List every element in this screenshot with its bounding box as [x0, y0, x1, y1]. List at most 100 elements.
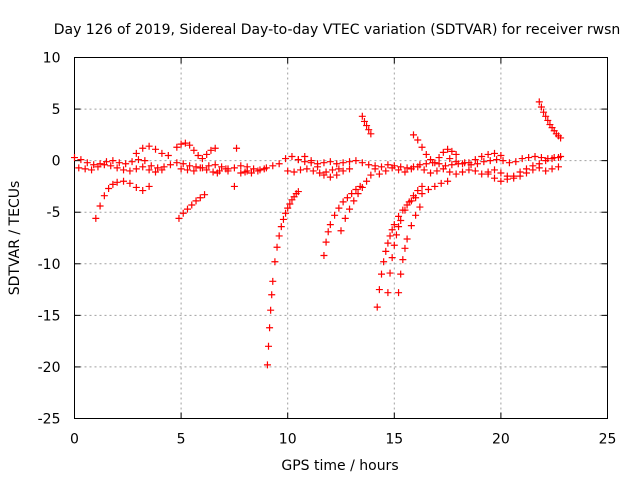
- data-point: [326, 158, 334, 166]
- data-point: [322, 238, 330, 246]
- data-point: [90, 161, 98, 169]
- data-point: [510, 172, 518, 180]
- data-point: [557, 134, 565, 142]
- series-baseline-a: [71, 153, 565, 174]
- data-point: [288, 153, 296, 161]
- data-point: [512, 158, 520, 166]
- data-point: [275, 232, 283, 240]
- data-point: [388, 164, 396, 172]
- data-point: [386, 232, 394, 240]
- data-point: [395, 212, 403, 220]
- data-point: [337, 227, 345, 235]
- data-point: [166, 161, 174, 169]
- data-point: [331, 211, 339, 219]
- y-tick-label: -25: [38, 412, 61, 428]
- data-point: [424, 186, 432, 194]
- data-point: [540, 108, 548, 116]
- data-point: [145, 182, 153, 190]
- data-point: [529, 162, 537, 170]
- data-point: [183, 205, 191, 213]
- data-point: [525, 154, 533, 162]
- data-point: [439, 165, 447, 173]
- data-point: [173, 143, 181, 151]
- data-point: [211, 144, 219, 152]
- data-point: [100, 192, 108, 200]
- data-point: [100, 161, 108, 169]
- data-point: [132, 149, 140, 157]
- data-point: [352, 186, 360, 194]
- x-axis-label: GPS time / hours: [281, 458, 398, 474]
- data-point: [352, 157, 360, 165]
- y-tick-label: -20: [38, 360, 61, 376]
- data-point: [126, 167, 134, 175]
- data-point: [164, 151, 172, 159]
- data-point: [548, 155, 556, 163]
- data-point: [465, 159, 473, 167]
- y-tick-label: -5: [47, 205, 61, 221]
- data-point: [367, 171, 375, 179]
- data-point: [378, 270, 386, 278]
- data-point: [403, 235, 411, 243]
- series-hump-16h: [409, 131, 460, 167]
- data-point: [282, 209, 290, 217]
- data-point: [339, 198, 347, 206]
- data-point: [175, 214, 183, 222]
- series-sparse-7h: [213, 144, 251, 190]
- data-point: [535, 98, 543, 106]
- data-point: [497, 169, 505, 177]
- data-point: [427, 169, 435, 177]
- data-point: [188, 201, 196, 209]
- data-point: [537, 103, 545, 111]
- data-point: [435, 160, 443, 168]
- data-point: [412, 211, 420, 219]
- data-point: [435, 154, 443, 162]
- data-point: [183, 166, 191, 174]
- data-point: [465, 166, 473, 174]
- data-point: [365, 161, 373, 169]
- data-point: [273, 243, 281, 251]
- data-point: [414, 136, 422, 144]
- data-point: [113, 178, 121, 186]
- data-point: [416, 203, 424, 211]
- data-point: [260, 165, 268, 173]
- series-hump-5h: [173, 139, 219, 163]
- data-point: [218, 163, 226, 171]
- y-axis-label: SDTVAR / TECUs: [7, 181, 23, 296]
- data-point: [459, 160, 467, 168]
- series-spike-13h: [358, 112, 375, 138]
- data-point: [207, 146, 215, 154]
- data-point: [348, 190, 356, 198]
- data-point: [427, 156, 435, 164]
- data-point: [179, 209, 187, 217]
- data-point: [294, 156, 302, 164]
- data-point: [446, 168, 454, 176]
- data-point: [75, 164, 83, 172]
- data-point: [358, 183, 366, 191]
- data-point: [179, 160, 187, 168]
- data-point: [542, 157, 550, 165]
- data-point: [493, 156, 501, 164]
- data-point: [448, 161, 456, 169]
- data-point: [444, 145, 452, 153]
- data-point: [201, 191, 209, 199]
- data-point: [480, 158, 488, 166]
- data-point: [343, 194, 351, 202]
- data-point: [314, 163, 322, 171]
- data-point: [491, 166, 499, 174]
- data-point: [328, 166, 336, 174]
- data-point: [407, 165, 415, 173]
- data-point: [309, 167, 317, 175]
- data-point: [282, 155, 290, 163]
- data-point: [120, 166, 128, 174]
- data-point: [290, 168, 298, 176]
- data-point: [371, 165, 379, 173]
- series-early-hump: [132, 142, 172, 159]
- data-point: [326, 173, 334, 181]
- data-point: [397, 270, 405, 278]
- y-tick-label: -10: [38, 257, 61, 273]
- x-tick-label: 10: [279, 432, 297, 448]
- data-point: [275, 160, 283, 168]
- data-point: [499, 157, 507, 165]
- data-point: [407, 222, 415, 230]
- grid: [74, 57, 608, 419]
